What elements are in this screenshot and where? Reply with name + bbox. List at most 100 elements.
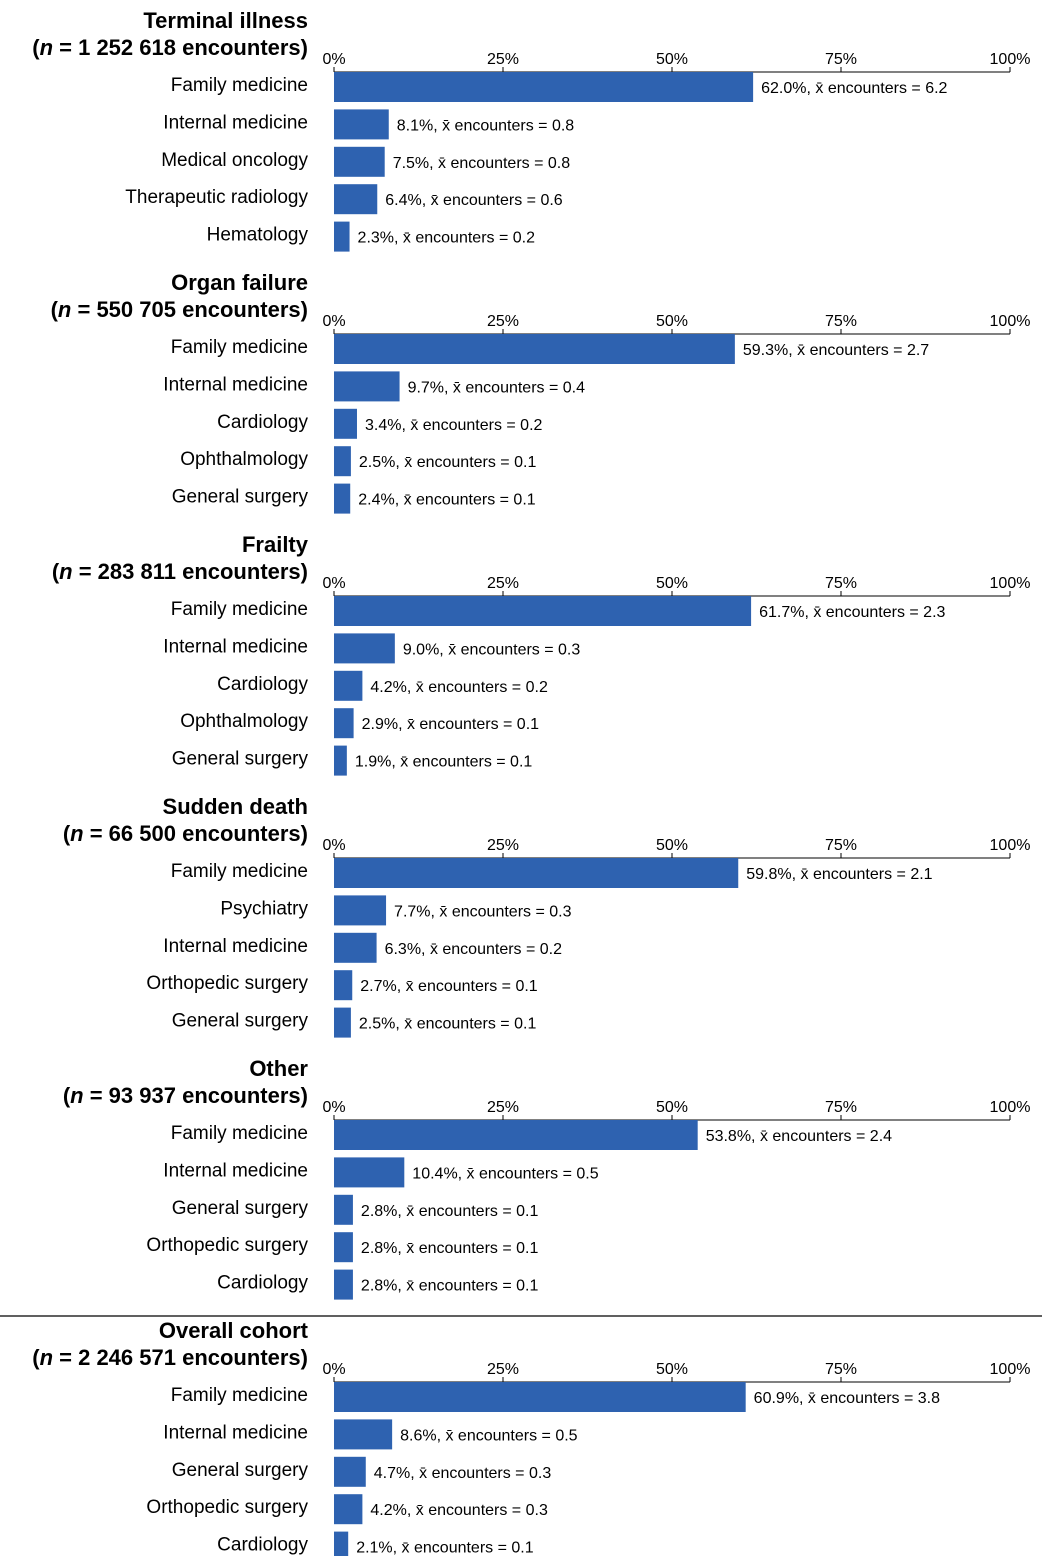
bar-data-label: 2.8%, x̄ encounters = 0.1	[361, 1278, 539, 1295]
bar-data-label: 60.9%, x̄ encounters = 3.8	[754, 1390, 940, 1407]
bar	[334, 483, 351, 514]
bar	[334, 1157, 405, 1188]
category-label: Family medicine	[171, 75, 308, 96]
category-label: Internal medicine	[163, 1160, 308, 1181]
bar-data-label: 2.5%, x̄ encounters = 0.1	[359, 1016, 537, 1033]
bar-data-label: 2.8%, x̄ encounters = 0.1	[361, 1240, 539, 1257]
x-tick-label: 25%	[487, 51, 519, 68]
bar-data-label: 9.7%, x̄ encounters = 0.4	[408, 379, 586, 396]
bar-data-label: 2.7%, x̄ encounters = 0.1	[360, 978, 538, 995]
panel-title: Terminal illness	[143, 8, 308, 33]
bar	[334, 745, 347, 776]
x-tick-label: 100%	[990, 313, 1031, 330]
subtitle-n-symbol: n	[70, 821, 83, 846]
subtitle-open-paren: (	[32, 35, 40, 60]
bar-data-label: 59.8%, x̄ encounters = 2.1	[746, 866, 932, 883]
panel-subtitle: (n = 550 705 encounters)	[51, 297, 308, 322]
x-tick-label: 0%	[322, 837, 345, 854]
x-tick-label: 25%	[487, 1099, 519, 1116]
panel-title: Sudden death	[163, 794, 308, 819]
bar	[334, 596, 752, 626]
panel-title: Organ failure	[171, 270, 308, 295]
x-tick-label: 50%	[656, 51, 688, 68]
category-label: Medical oncology	[161, 150, 308, 171]
panel-subtitle: (n = 2 246 571 encounters)	[32, 1345, 308, 1370]
x-tick-label: 0%	[322, 313, 345, 330]
panel-3: Sudden death(n = 66 500 encounters) 0% 25%…	[63, 794, 1031, 1038]
subtitle-count: = 1 252 618 encounters)	[53, 35, 308, 60]
bar-data-label: 2.3%, x̄ encounters = 0.2	[358, 230, 536, 247]
subtitle-n-symbol: n	[59, 559, 72, 584]
x-tick-label: 25%	[487, 837, 519, 854]
category-label: Therapeutic radiology	[125, 187, 308, 208]
panel-subtitle: (n = 1 252 618 encounters)	[32, 35, 308, 60]
x-tick-label: 0%	[322, 1361, 345, 1378]
x-tick-label: 50%	[656, 837, 688, 854]
bar-data-label: 62.0%, x̄ encounters = 6.2	[761, 80, 947, 97]
bar-data-label: 61.7%, x̄ encounters = 2.3	[759, 604, 945, 621]
x-tick-label: 75%	[825, 51, 857, 68]
x-tick-label: 100%	[990, 1099, 1031, 1116]
subtitle-count: = 283 811 encounters)	[73, 559, 308, 584]
x-tick-label: 25%	[487, 313, 519, 330]
bar	[334, 184, 378, 215]
category-label: Ophthalmology	[180, 711, 308, 732]
x-tick-label: 0%	[322, 1099, 345, 1116]
bar	[334, 146, 385, 177]
panel-4: Other(n = 93 937 encounters) 0% 25% 50% 75% 1…	[63, 1056, 1031, 1300]
panel-title: Frailty	[242, 532, 309, 557]
category-label: Internal medicine	[163, 374, 308, 395]
category-label: Internal medicine	[163, 636, 308, 657]
category-label: General surgery	[172, 487, 309, 508]
bar	[334, 895, 387, 926]
bar	[334, 670, 363, 701]
category-label: General surgery	[172, 1198, 309, 1219]
category-label: Cardiology	[217, 1273, 308, 1294]
category-label: General surgery	[172, 1460, 309, 1481]
category-label: Internal medicine	[163, 1422, 308, 1443]
subtitle-n-symbol: n	[40, 35, 53, 60]
bar-data-label: 6.4%, x̄ encounters = 0.6	[385, 192, 563, 209]
category-label: General surgery	[172, 1011, 309, 1032]
bar	[334, 446, 351, 477]
bar-data-label: 9.0%, x̄ encounters = 0.3	[403, 641, 581, 658]
bar	[334, 1494, 363, 1525]
subtitle-open-paren: (	[52, 559, 60, 584]
category-label: Orthopedic surgery	[146, 1235, 308, 1256]
category-label: Family medicine	[171, 861, 308, 882]
bar-data-label: 2.9%, x̄ encounters = 0.1	[362, 716, 540, 733]
x-tick-label: 50%	[656, 1361, 688, 1378]
category-label: Family medicine	[171, 599, 308, 620]
bar-data-label: 10.4%, x̄ encounters = 0.5	[412, 1165, 598, 1182]
subtitle-count: = 550 705 encounters)	[71, 297, 308, 322]
bar-data-label: 8.6%, x̄ encounters = 0.5	[400, 1427, 578, 1444]
panel-0: Terminal illness(n = 1 252 618 encounter…	[32, 8, 1030, 252]
bar-data-label: 7.7%, x̄ encounters = 0.3	[394, 903, 572, 920]
bar-data-label: 2.4%, x̄ encounters = 0.1	[358, 492, 536, 509]
x-tick-label: 50%	[656, 1099, 688, 1116]
panel-subtitle: (n = 66 500 encounters)	[63, 821, 308, 846]
bar	[334, 1232, 353, 1263]
category-label: Hematology	[207, 225, 309, 246]
category-label: Internal medicine	[163, 936, 308, 957]
x-tick-label: 100%	[990, 575, 1031, 592]
bar	[334, 221, 350, 252]
bar	[334, 371, 400, 402]
bar	[334, 1120, 698, 1150]
category-label: General surgery	[172, 749, 309, 770]
panel-subtitle: (n = 93 937 encounters)	[63, 1083, 308, 1108]
category-label: Orthopedic surgery	[146, 973, 308, 994]
category-label: Family medicine	[171, 337, 308, 358]
subtitle-open-paren: (	[63, 1083, 71, 1108]
x-tick-label: 100%	[990, 1361, 1031, 1378]
bar	[334, 858, 739, 888]
bar-data-label: 59.3%, x̄ encounters = 2.7	[743, 342, 929, 359]
category-label: Psychiatry	[220, 898, 308, 919]
x-tick-label: 75%	[825, 1099, 857, 1116]
bar-data-label: 4.2%, x̄ encounters = 0.2	[370, 679, 548, 696]
bar	[334, 109, 389, 140]
x-tick-label: 100%	[990, 837, 1031, 854]
x-tick-label: 0%	[322, 575, 345, 592]
bar-data-label: 7.5%, x̄ encounters = 0.8	[393, 155, 571, 172]
